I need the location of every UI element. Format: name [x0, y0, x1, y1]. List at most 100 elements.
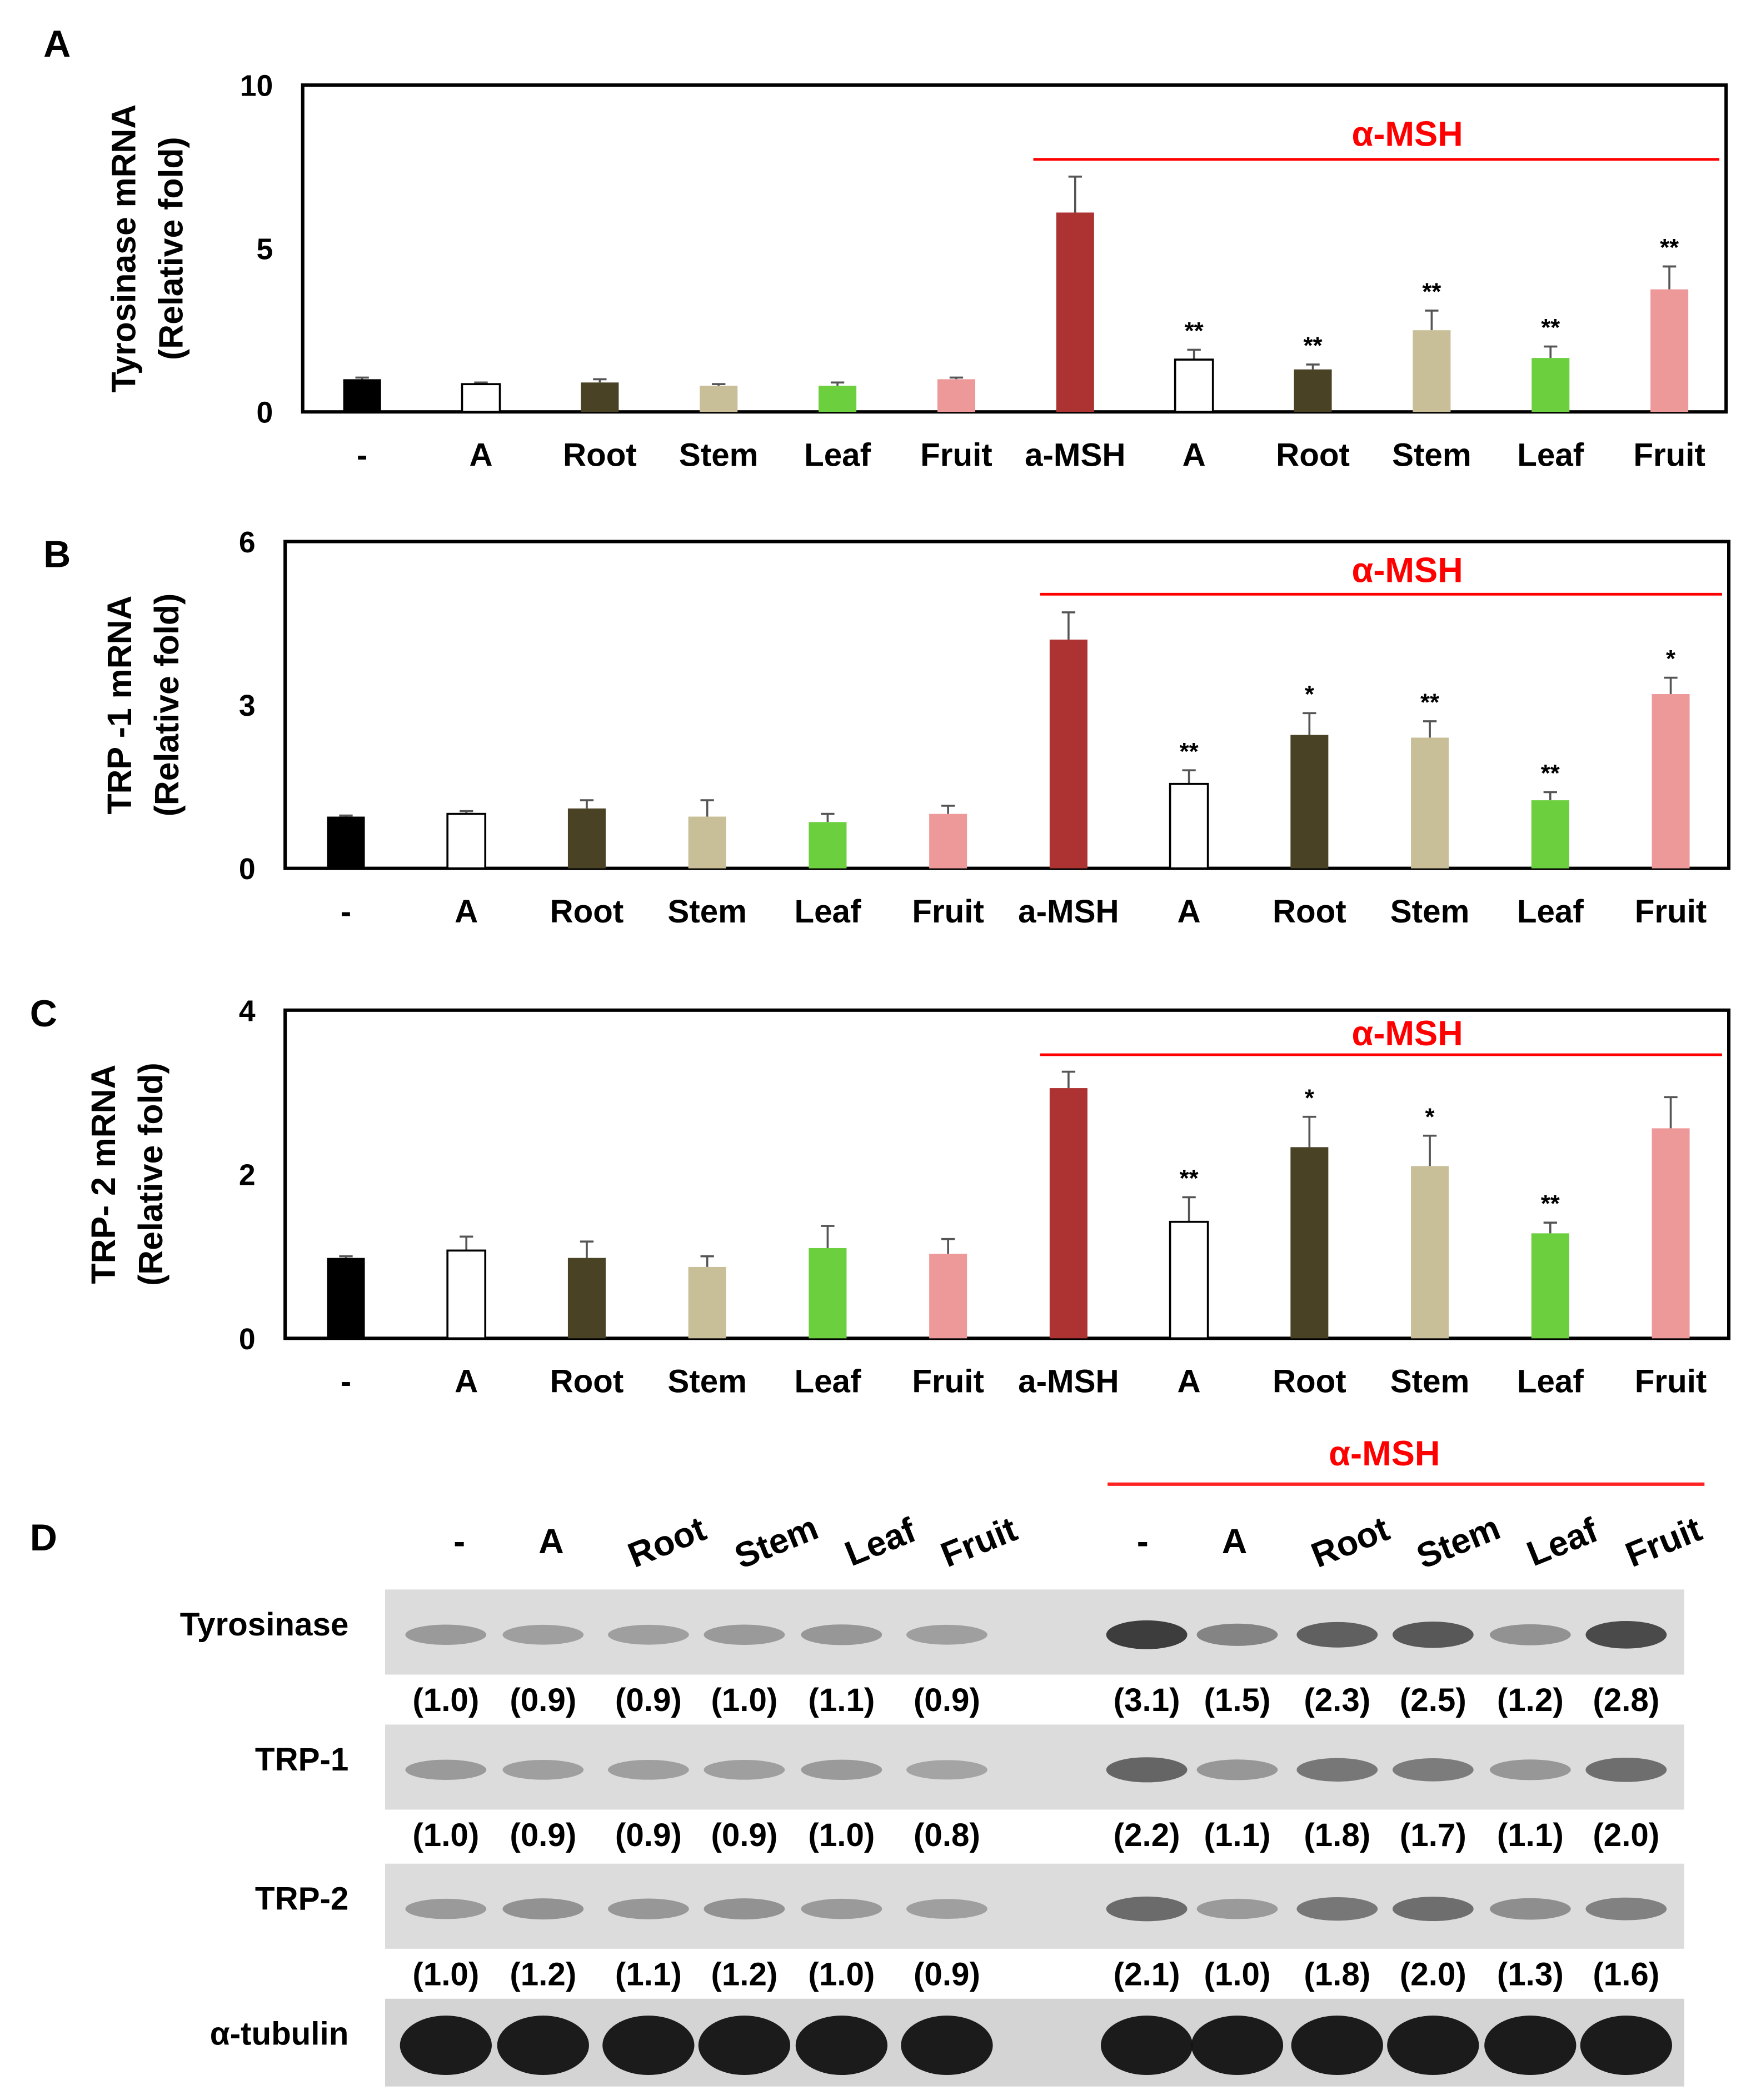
bar: [446, 1249, 487, 1340]
y-tick-label: 0: [257, 397, 273, 430]
band-quantification: (0.9): [615, 1682, 682, 1718]
y-axis-label: TRP- 2 mRNA: [84, 1065, 122, 1284]
band-quantification: (0.9): [615, 1817, 682, 1853]
x-tick-label: Fruit: [920, 437, 992, 473]
blot-band: [801, 1898, 882, 1919]
significance-marker: *: [1305, 681, 1314, 708]
bar: [446, 812, 487, 870]
blot-band: [1196, 1623, 1278, 1646]
lane-label: A: [538, 1522, 564, 1561]
band-quantification: (1.6): [1593, 1956, 1659, 1992]
significance-marker: **: [1541, 314, 1560, 341]
blot-band: [1489, 1624, 1571, 1645]
band-quantification: (1.1): [1204, 1817, 1270, 1853]
x-tick-label: A: [455, 894, 478, 930]
panel-label-b: B: [43, 533, 71, 576]
blot-row-label: Tyrosinase: [180, 1607, 349, 1643]
x-tick-label: -: [341, 894, 351, 930]
x-tick-label: A: [455, 1364, 478, 1400]
lane-label: A: [1222, 1522, 1248, 1561]
significance-marker: **: [1180, 738, 1199, 765]
band-quantification: (2.5): [1400, 1682, 1466, 1718]
x-tick-label: A: [1183, 437, 1206, 473]
blot-band: [1106, 1620, 1188, 1649]
blot-row-label: TRP-1: [255, 1742, 348, 1778]
blot-band: [698, 2016, 791, 2076]
band-quantification: (0.9): [510, 1682, 576, 1718]
significance-marker: **: [1185, 317, 1204, 345]
bar: [809, 1248, 847, 1339]
blot-strip: [385, 1724, 1684, 1810]
significance-marker: **: [1541, 760, 1560, 787]
significance-marker: *: [1666, 645, 1675, 672]
band-quantification: (2.8): [1593, 1682, 1659, 1718]
x-tick-label: Root: [1273, 1364, 1346, 1400]
blot-band: [1489, 1898, 1571, 1920]
x-tick-label: Leaf: [794, 894, 861, 930]
msh-label: α-MSH: [1352, 551, 1463, 590]
y-tick-label: 4: [239, 995, 256, 1027]
bar: [1049, 639, 1087, 869]
blot-band: [502, 1759, 584, 1780]
x-tick-label: Stem: [679, 437, 759, 473]
blot-band: [607, 1624, 689, 1645]
blot-band: [1106, 1757, 1188, 1783]
x-tick-label: Leaf: [1517, 1364, 1584, 1400]
bar: [1531, 800, 1569, 869]
band-quantification: (1.0): [412, 1956, 479, 1992]
blot-band: [502, 1624, 584, 1645]
blot-band: [795, 2016, 888, 2076]
band-quantification: (1.5): [1204, 1682, 1270, 1718]
y-tick-label: 0: [239, 853, 256, 886]
x-tick-label: Fruit: [1633, 437, 1705, 473]
x-tick-label: a-MSH: [1018, 894, 1119, 930]
bar: [1169, 782, 1209, 870]
blot-row-label: α-tubulin: [210, 2016, 349, 2052]
band-quantification: (1.1): [808, 1682, 875, 1718]
bar: [937, 379, 975, 412]
band-quantification: (1.8): [1304, 1956, 1370, 1992]
bar: [327, 816, 365, 869]
x-tick-label: Root: [550, 894, 624, 930]
band-quantification: (2.1): [1114, 1956, 1180, 1992]
bar: [1056, 212, 1094, 412]
x-tick-label: Leaf: [1517, 437, 1584, 473]
x-tick-label: Fruit: [912, 894, 984, 930]
x-tick-label: A: [1178, 1364, 1201, 1400]
blot-band: [1191, 2016, 1284, 2076]
band-quantification: (1.7): [1400, 1817, 1466, 1853]
x-tick-label: Stem: [1392, 437, 1471, 473]
band-quantification: (1.2): [510, 1956, 576, 1992]
bar: [819, 386, 857, 412]
blot-band: [405, 1624, 487, 1645]
blot-band: [502, 1898, 584, 1920]
blot-band: [1196, 1898, 1278, 1919]
x-tick-label: Root: [1276, 437, 1350, 473]
blot-band: [801, 1759, 882, 1780]
bar: [461, 383, 501, 413]
lane-label: -: [453, 1522, 465, 1561]
blot-band: [1489, 1759, 1571, 1780]
y-tick-label: 6: [239, 526, 256, 559]
blot-band: [497, 2016, 589, 2076]
bar: [1652, 1128, 1690, 1339]
blot-band: [1585, 1897, 1667, 1921]
x-tick-label: Leaf: [794, 1364, 861, 1400]
chart-trp1-mrna: 0 3 6 TRP -1 mRNA (Relative fold) α-MSH - A Root…: [101, 526, 1731, 930]
blot-band: [607, 1759, 689, 1780]
plot-frame: [283, 1008, 1731, 1340]
y-tick-label: 2: [239, 1159, 256, 1192]
x-tick-label: a-MSH: [1018, 1364, 1119, 1400]
y-tick-label: 5: [257, 233, 273, 266]
blot-band: [906, 1624, 987, 1645]
band-quantification: (0.8): [914, 1817, 980, 1853]
bar: [1049, 1088, 1087, 1339]
x-tick-label: Stem: [1390, 894, 1470, 930]
blot-band: [1387, 2016, 1479, 2076]
plot-frame: [283, 540, 1731, 870]
x-tick-label: Stem: [667, 1364, 747, 1400]
blot-band: [906, 1899, 987, 1919]
blot-band: [704, 1624, 785, 1645]
blot-band: [405, 1898, 487, 1919]
blot-band: [1296, 1622, 1378, 1648]
